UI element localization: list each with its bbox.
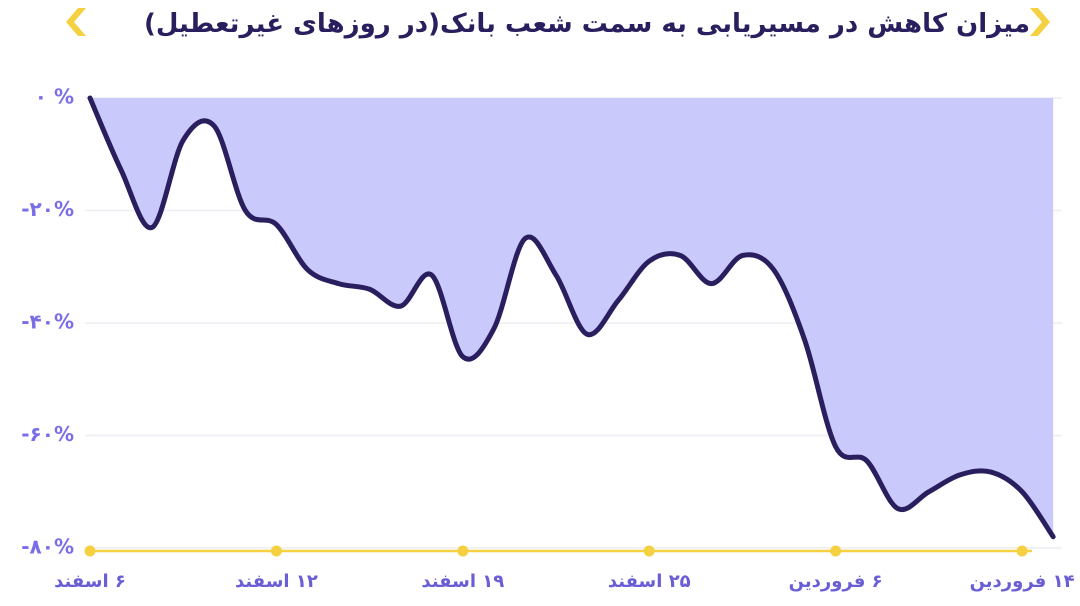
line (87, 95, 1056, 540)
x-tick-dot (457, 545, 469, 557)
x-tick-label: ۲۵ اسفند (608, 571, 691, 592)
x-tick-dot (643, 545, 655, 557)
y-tick-label: -۶۰% (21, 422, 74, 446)
x-tick-label: ۶ اسفند (54, 571, 126, 592)
x-tick-dot (270, 545, 282, 557)
y-tick-label: -۲۰% (21, 197, 74, 221)
chart-title: میزان کاهش در مسیریابی به سمت شعب بانک(د… (143, 9, 1030, 39)
x-tick-dot (830, 545, 842, 557)
x-tick-label: ۱۴ فروردین (970, 571, 1075, 592)
x-tick-dot (84, 545, 96, 557)
y-tick-label: -۸۰% (21, 535, 74, 559)
area (90, 98, 1054, 537)
y-tick-label: -۴۰% (21, 310, 74, 334)
x-tick-label: ۱۲ اسفند (235, 571, 318, 592)
title-icon (66, 8, 86, 36)
title-icon (1030, 8, 1050, 36)
x-tick-label: ۶ فروردین (789, 571, 883, 592)
x-tick-label: ۱۹ اسفند (421, 571, 504, 592)
x-tick-dot (1016, 545, 1028, 557)
y-tick-label: ۰ % (35, 85, 74, 109)
